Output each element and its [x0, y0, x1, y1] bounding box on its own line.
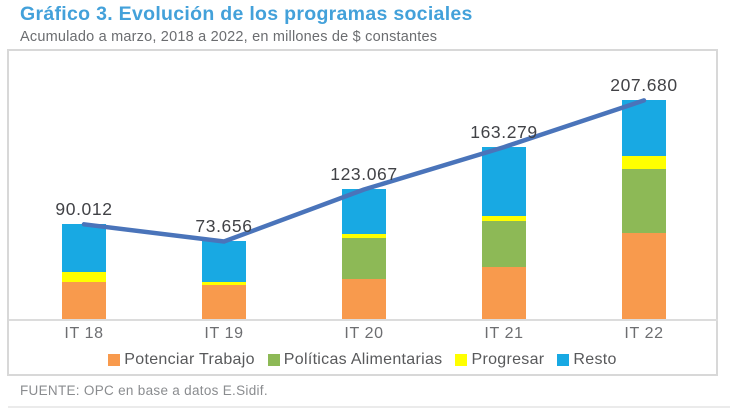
- x-axis-line: [9, 319, 718, 321]
- legend-item-políticas-alimentarias: Políticas Alimentarias: [267, 351, 443, 369]
- data-label-it-22: 207.680: [610, 75, 678, 96]
- bar-segment-potenciar-trabajo: [62, 281, 106, 319]
- bar-segment-potenciar-trabajo: [622, 233, 666, 319]
- x-axis-label-it-18: IT 18: [64, 325, 104, 342]
- legend-swatch-icon: [455, 354, 468, 366]
- legend-label: Resto: [573, 351, 617, 368]
- legend-item-potenciar-trabajo: Potenciar Trabajo: [108, 351, 255, 369]
- bottom-divider: [8, 406, 730, 408]
- chart-legend: Potenciar Trabajo Políticas Alimentarias P…: [7, 351, 718, 369]
- bar-segment-resto: [62, 224, 106, 273]
- x-axis-label-it-22: IT 22: [624, 325, 664, 342]
- legend-swatch-icon: [557, 354, 570, 366]
- bar-segment-progresar: [482, 216, 526, 221]
- bar-segment-potenciar-trabajo: [482, 266, 526, 319]
- data-label-it-19: 73.656: [195, 216, 253, 237]
- stacked-bar-it-19: [202, 241, 246, 319]
- stacked-bar-it-21: [482, 147, 526, 319]
- bar-segment-políticas-alimentarias: [342, 238, 386, 280]
- total-line: [81, 98, 647, 244]
- bar-segment-resto: [622, 100, 666, 156]
- bar-segment-políticas-alimentarias: [622, 168, 666, 234]
- bar-segment-progresar: [202, 281, 246, 285]
- page-title: Gráfico 3. Evolución de los programas so…: [20, 3, 473, 25]
- bar-segment-progresar: [62, 272, 106, 282]
- stacked-bar-it-18: [62, 224, 106, 319]
- legend-label: Progresar: [471, 351, 545, 368]
- bar-segment-potenciar-trabajo: [202, 285, 246, 319]
- legend-item-resto: Resto: [557, 351, 616, 369]
- data-label-it-20: 123.067: [330, 164, 398, 185]
- stacked-bar-it-20: [342, 189, 386, 319]
- bar-segment-políticas-alimentarias: [482, 220, 526, 267]
- bar-segment-resto: [202, 241, 246, 282]
- bar-segment-progresar: [622, 155, 666, 169]
- data-label-it-21: 163.279: [470, 122, 538, 143]
- data-label-it-18: 90.012: [55, 199, 113, 220]
- legend-swatch-icon: [267, 354, 280, 366]
- page-subtitle: Acumulado a marzo, 2018 a 2022, en millo…: [20, 29, 438, 45]
- x-axis-label-it-19: IT 19: [204, 325, 244, 342]
- legend-swatch-icon: [108, 354, 121, 366]
- bar-segment-resto: [482, 147, 526, 217]
- bar-segment-progresar: [342, 234, 386, 239]
- bar-segment-potenciar-trabajo: [342, 279, 386, 319]
- x-axis-label-it-20: IT 20: [344, 325, 384, 342]
- source-note: FUENTE: OPC en base a datos E.Sidif.: [20, 383, 268, 398]
- stacked-bar-it-22: [622, 100, 666, 319]
- legend-label: Políticas Alimentarias: [283, 351, 443, 368]
- x-axis-label-it-21: IT 21: [484, 325, 524, 342]
- legend-item-progresar: Progresar: [455, 351, 544, 369]
- legend-label: Potenciar Trabajo: [124, 351, 255, 368]
